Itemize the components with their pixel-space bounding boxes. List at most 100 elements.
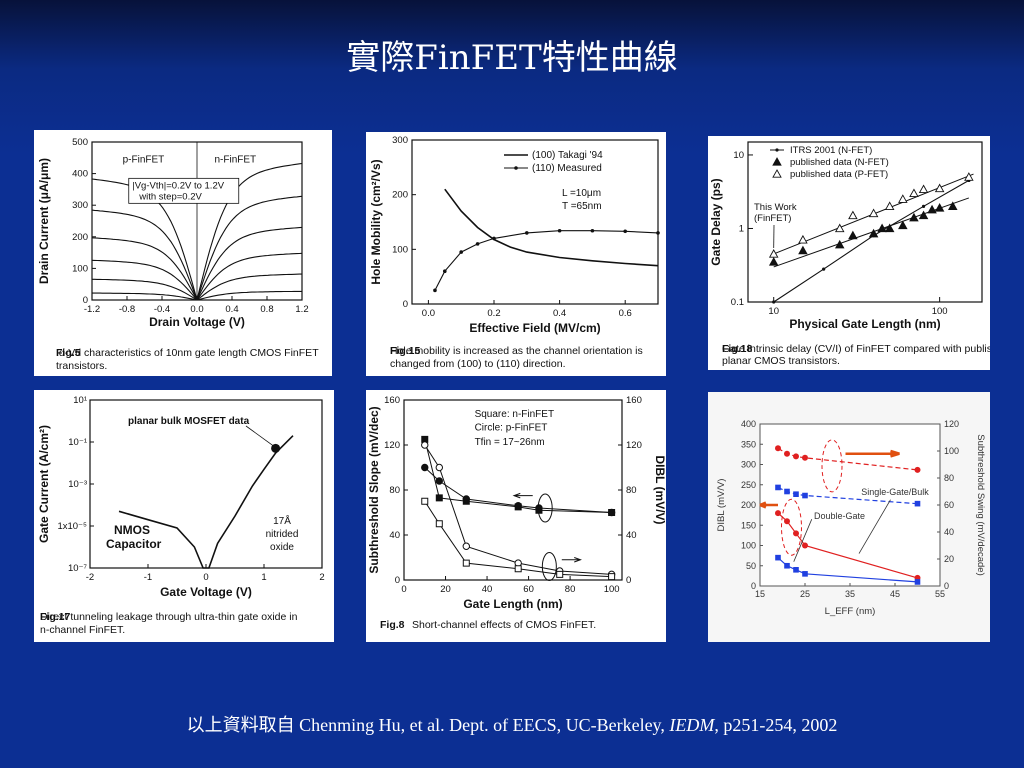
figure-caption: Short-channel effects of CMOS FinFET. [412, 619, 596, 631]
data-point [656, 231, 660, 235]
x-tick-label: 100 [932, 306, 948, 317]
square-marker [435, 494, 443, 502]
square-marker [421, 497, 429, 505]
y-tick-label: 500 [72, 137, 88, 148]
figure-label: Fig.15 [390, 345, 421, 357]
x-tick-label: 0.2 [487, 308, 500, 319]
annotation-capacitor: Capacitor [106, 537, 162, 551]
x-axis-label: Drain Voltage (V) [149, 315, 245, 329]
legend-label: published data (N-FET) [790, 157, 889, 168]
figure-caption-line: planar CMOS transistors. [722, 355, 840, 367]
y-tick-label: 0.1 [731, 297, 744, 308]
y2-tick-label: 20 [944, 554, 954, 564]
y-tick-label: 100 [741, 541, 756, 551]
y-axis-label: Subthreshold Slope (mV/dec) [367, 406, 381, 573]
circle-marker [784, 518, 790, 525]
p-fet-point [834, 223, 845, 233]
y-tick-label: 100 [72, 263, 88, 274]
square-marker [775, 484, 781, 491]
y-tick-label: 100 [392, 244, 408, 255]
y-tick-label: 1 [739, 223, 744, 234]
citation-suffix: , p251-254, 2002 [714, 715, 838, 735]
right-arrow [561, 557, 582, 563]
y-tick-label: 300 [741, 460, 756, 470]
n-fet-point [848, 230, 858, 240]
annotation-oxide: oxide [270, 542, 294, 553]
circle-marker [607, 508, 616, 517]
gate-delay-chart: 10 100 0.1 1 10 Physical Gate Length (nm) Gate… [709, 141, 990, 367]
circle-marker [421, 441, 429, 449]
annotation-17a: 17Å [273, 514, 291, 527]
plot-frame [411, 139, 659, 305]
p-fet-point [918, 184, 929, 194]
figure-label: Fig.8 [380, 619, 405, 631]
annotation-finfet: (FinFET) [754, 213, 791, 224]
x-tick-label: 0 [401, 584, 406, 595]
y-tick-label: 10¹ [73, 395, 87, 406]
annotation-double-gate: Double-Gate [814, 511, 865, 521]
figure-caption-line: transistors. [56, 360, 107, 372]
itrs-point [921, 204, 926, 208]
n-fet-point [877, 223, 887, 233]
square-marker [784, 562, 790, 569]
y-tick-label: 200 [392, 190, 408, 201]
annotation-nitrided: nitrided [266, 529, 299, 540]
y2-tick-label: 120 [626, 440, 642, 451]
circle-marker [802, 454, 808, 461]
y-axis-label: Drain Current (μA/μm) [37, 158, 51, 284]
circle-marker [775, 510, 781, 517]
y-tick-label: 1x10⁻⁵ [57, 521, 87, 532]
series-line-1 [434, 230, 659, 291]
y-tick-label: 400 [72, 169, 88, 180]
n-fet-point [798, 245, 808, 255]
x-tick-label: 0.6 [619, 308, 632, 319]
itrs-point [822, 267, 826, 271]
square-marker [435, 520, 443, 528]
series-line-2 [424, 444, 612, 575]
x-tick-label: 1.2 [295, 304, 308, 315]
citation-prefix: 以上資料取自 Chenming Hu, et al. Dept. of EECS… [186, 715, 670, 735]
y-tick-label: 200 [741, 500, 756, 510]
n-finfet-curve [196, 226, 303, 301]
figure-caption-line: Hole mobility is increased as the channe… [390, 345, 643, 357]
square-marker [556, 570, 564, 578]
p-fet-point [934, 183, 945, 193]
figure-caption-line: changed from (100) to (110) direction. [390, 358, 565, 370]
y-tick-label: 10 [733, 150, 744, 161]
x-axis-label: L_EFF (nm) [825, 606, 876, 617]
figure-label: Fig.5 [56, 347, 81, 359]
series-line-3 [424, 501, 612, 578]
data-point [443, 269, 447, 273]
y2-tick-label: 60 [944, 500, 954, 510]
y-tick-label: 0 [395, 575, 400, 586]
y2-tick-label: 40 [626, 530, 637, 541]
p-finfet-label: p-FinFET [123, 155, 165, 166]
id-vd-chart: -1.2 -0.8 -0.4 0.0 0.4 0.8 1.2 0 100 200 300 400 500… [37, 137, 319, 372]
x-tick-label: 15 [755, 589, 765, 599]
square-marker [462, 559, 470, 567]
y2-tick-label: 0 [944, 581, 949, 591]
circle-marker [793, 530, 799, 537]
y2-tick-label: 100 [944, 446, 959, 456]
annotation-nmos: NMOS [114, 523, 150, 537]
x-tick-label: 0 [203, 572, 208, 583]
x-tick-label: 20 [440, 584, 451, 595]
p-fet-point [964, 172, 974, 181]
figure-caption-line: Gate intrinsic delay (CV/I) of FinFET co… [722, 343, 990, 355]
n-fet-point [834, 239, 845, 249]
citation-journal: IEDM [669, 715, 715, 735]
circle-marker [802, 542, 808, 549]
hole-mobility-chart: 0.0 0.2 0.4 0.6 0 100 200 300 Effective Field (M… [369, 135, 660, 370]
annotation-tfin: Tfin = 17~26nm [475, 437, 545, 448]
n-finfet-curve [196, 252, 303, 301]
y2-tick-label: 80 [626, 485, 637, 496]
p-fet-point [768, 249, 779, 258]
y-tick-label: 10⁻¹ [68, 437, 87, 448]
n-finfet-curve [196, 195, 303, 301]
x-tick-label: 0.4 [553, 308, 566, 319]
series-line-0 [444, 188, 659, 267]
annotation-square: Square: n-FinFET [475, 409, 554, 420]
n-fet-point [884, 223, 895, 233]
y-axis-label: Gate Current (A/cm²) [37, 425, 51, 543]
p-finfet-curve [91, 259, 198, 301]
